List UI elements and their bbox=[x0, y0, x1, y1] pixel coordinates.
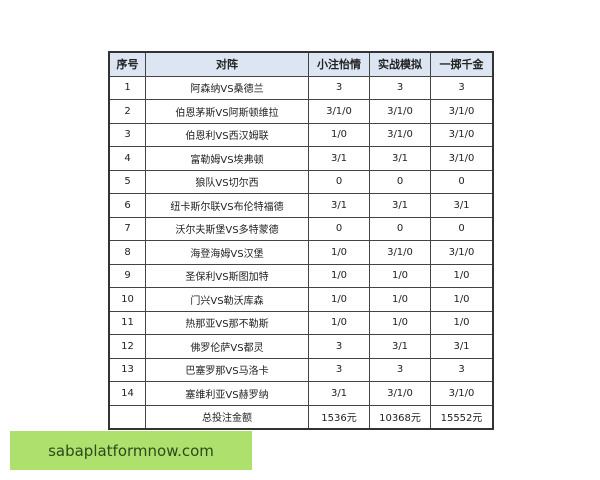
table-cell: 1/0 bbox=[430, 263, 494, 288]
table-row: 14 塞维利亚VS赫罗纳 3/1 3/1/0 3/1/0 bbox=[108, 381, 494, 406]
table-cell: 0 bbox=[308, 169, 370, 194]
table-cell: 3/1 bbox=[430, 334, 494, 359]
table-cell: 3/1 bbox=[369, 146, 431, 171]
table-cell: 4 bbox=[108, 146, 146, 171]
table-cell: 3/1 bbox=[369, 334, 431, 359]
table-cell: 7 bbox=[108, 216, 146, 241]
table-cell: 0 bbox=[369, 169, 431, 194]
total-cell: 10368元 bbox=[369, 404, 431, 430]
table-cell: 3/1/0 bbox=[430, 146, 494, 171]
table-row: 4 富勒姆VS埃弗顿 3/1 3/1 3/1/0 bbox=[108, 146, 494, 171]
table-row: 7 沃尔夫斯堡VS多特蒙德 0 0 0 bbox=[108, 216, 494, 241]
table-row: 12 佛罗伦萨VS都灵 3 3/1 3/1 bbox=[108, 334, 494, 359]
total-cell: 15552元 bbox=[430, 404, 494, 430]
table-row: 5 狼队VS切尔西 0 0 0 bbox=[108, 169, 494, 194]
table-row: 11 热那亚VS那不勒斯 1/0 1/0 1/0 bbox=[108, 310, 494, 335]
table-cell: 3/1/0 bbox=[430, 240, 494, 265]
column-header: 一掷千金 bbox=[430, 51, 494, 77]
table-cell: 1/0 bbox=[369, 263, 431, 288]
table-row: 13 巴塞罗那VS马洛卡 3 3 3 bbox=[108, 357, 494, 382]
table-cell: 2 bbox=[108, 99, 146, 124]
table-cell: 3/1/0 bbox=[369, 240, 431, 265]
table-cell: 3/1/0 bbox=[308, 99, 370, 124]
table-cell: 富勒姆VS埃弗顿 bbox=[145, 146, 309, 171]
table-cell: 1/0 bbox=[308, 310, 370, 335]
table-cell: 3/1/0 bbox=[430, 122, 494, 147]
table-cell: 3/1/0 bbox=[369, 99, 431, 124]
table-cell: 1/0 bbox=[308, 263, 370, 288]
table-row: 8 海登海姆VS汉堡 1/0 3/1/0 3/1/0 bbox=[108, 240, 494, 265]
table-cell: 1/0 bbox=[308, 240, 370, 265]
table-cell: 1/0 bbox=[430, 310, 494, 335]
table-cell: 3 bbox=[108, 122, 146, 147]
table-row: 3 伯恩利VS西汉姆联 1/0 3/1/0 3/1/0 bbox=[108, 122, 494, 147]
table-cell: 1/0 bbox=[369, 287, 431, 312]
table-cell: 0 bbox=[369, 216, 431, 241]
table-cell: 3/1 bbox=[308, 193, 370, 218]
table-cell: 佛罗伦萨VS都灵 bbox=[145, 334, 309, 359]
table-cell: 10 bbox=[108, 287, 146, 312]
banner-text: sabaplatformnow.com bbox=[48, 441, 214, 460]
table-cell: 6 bbox=[108, 193, 146, 218]
table-cell: 1/0 bbox=[308, 122, 370, 147]
total-cell: 1536元 bbox=[308, 404, 370, 430]
table-cell: 12 bbox=[108, 334, 146, 359]
table-cell: 塞维利亚VS赫罗纳 bbox=[145, 381, 309, 406]
total-cell bbox=[108, 404, 146, 430]
table-cell: 1/0 bbox=[308, 287, 370, 312]
total-cell: 总投注金额 bbox=[145, 404, 309, 430]
table-cell: 3/1/0 bbox=[369, 122, 431, 147]
table-row: 9 圣保利VS斯图加特 1/0 1/0 1/0 bbox=[108, 263, 494, 288]
table-cell: 0 bbox=[430, 216, 494, 241]
table-cell: 3/1 bbox=[430, 193, 494, 218]
table-cell: 门兴VS勒沃库森 bbox=[145, 287, 309, 312]
table-cell: 1/0 bbox=[369, 310, 431, 335]
table-cell: 5 bbox=[108, 169, 146, 194]
table-cell: 3 bbox=[430, 357, 494, 382]
column-header: 实战模拟 bbox=[369, 51, 431, 77]
table-row: 6 纽卡斯尔联VS布伦特福德 3/1 3/1 3/1 bbox=[108, 193, 494, 218]
table-cell: 3 bbox=[430, 75, 494, 100]
table-cell: 3/1 bbox=[308, 146, 370, 171]
table-cell: 8 bbox=[108, 240, 146, 265]
betting-table: 序号 对阵 小注怡情 实战模拟 一掷千金 1 阿森纳VS桑德兰 3 3 3 2 伯恩茅斯VS阿斯顿维… bbox=[108, 51, 494, 430]
table-cell: 3/1/0 bbox=[430, 381, 494, 406]
table-cell: 11 bbox=[108, 310, 146, 335]
table-cell: 3 bbox=[308, 334, 370, 359]
table-cell: 阿森纳VS桑德兰 bbox=[145, 75, 309, 100]
watermark-banner: sabaplatformnow.com bbox=[10, 431, 252, 470]
table-cell: 0 bbox=[308, 216, 370, 241]
table-cell: 9 bbox=[108, 263, 146, 288]
table-cell: 3/1 bbox=[308, 381, 370, 406]
table-cell: 3 bbox=[308, 357, 370, 382]
column-header: 小注怡情 bbox=[308, 51, 370, 77]
table-cell: 伯恩茅斯VS阿斯顿维拉 bbox=[145, 99, 309, 124]
table-cell: 伯恩利VS西汉姆联 bbox=[145, 122, 309, 147]
table-cell: 3 bbox=[369, 75, 431, 100]
table-cell: 13 bbox=[108, 357, 146, 382]
table-cell: 3/1/0 bbox=[369, 381, 431, 406]
column-header: 序号 bbox=[108, 51, 146, 77]
table-row: 10 门兴VS勒沃库森 1/0 1/0 1/0 bbox=[108, 287, 494, 312]
table-cell: 海登海姆VS汉堡 bbox=[145, 240, 309, 265]
table-cell: 1/0 bbox=[430, 287, 494, 312]
table-cell: 热那亚VS那不勒斯 bbox=[145, 310, 309, 335]
table-cell: 3 bbox=[369, 357, 431, 382]
table-row: 2 伯恩茅斯VS阿斯顿维拉 3/1/0 3/1/0 3/1/0 bbox=[108, 99, 494, 124]
header-row: 序号 对阵 小注怡情 实战模拟 一掷千金 bbox=[108, 51, 494, 77]
table-cell: 3/1 bbox=[369, 193, 431, 218]
table-cell: 圣保利VS斯图加特 bbox=[145, 263, 309, 288]
table-cell: 3/1/0 bbox=[430, 99, 494, 124]
table-cell: 沃尔夫斯堡VS多特蒙德 bbox=[145, 216, 309, 241]
table-cell: 3 bbox=[308, 75, 370, 100]
table-cell: 巴塞罗那VS马洛卡 bbox=[145, 357, 309, 382]
table-cell: 1 bbox=[108, 75, 146, 100]
table-cell: 纽卡斯尔联VS布伦特福德 bbox=[145, 193, 309, 218]
table-cell: 14 bbox=[108, 381, 146, 406]
table-cell: 0 bbox=[430, 169, 494, 194]
table-row: 1 阿森纳VS桑德兰 3 3 3 bbox=[108, 75, 494, 100]
column-header: 对阵 bbox=[145, 51, 309, 77]
table-cell: 狼队VS切尔西 bbox=[145, 169, 309, 194]
total-row: 总投注金额 1536元 10368元 15552元 bbox=[108, 404, 494, 430]
